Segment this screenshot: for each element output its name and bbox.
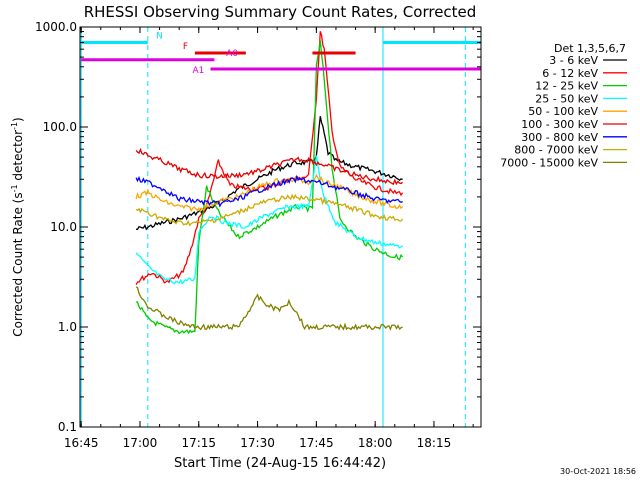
series-line xyxy=(136,116,403,231)
x-tick-label: 18:15 xyxy=(417,436,452,450)
series-line xyxy=(135,147,403,186)
y-tick-label: 1.0 xyxy=(58,320,77,334)
legend-label: 6 - 12 keV xyxy=(542,67,598,80)
legend-label: 300 - 800 keV xyxy=(521,131,598,144)
series-line xyxy=(135,193,404,227)
x-tick-label: 16:45 xyxy=(64,436,99,450)
data-series xyxy=(135,31,404,335)
x-tick-label: 17:45 xyxy=(299,436,334,450)
state-bar-label: F xyxy=(183,42,188,52)
y-tick-label: 1000.0 xyxy=(35,20,77,34)
legend-title: Det 1,3,5,6,7 xyxy=(554,42,626,55)
chart-title: RHESSI Observing Summary Count Rates, Co… xyxy=(84,3,477,21)
axis-ticks: 16:45 17:00 17:15 17:30 17:45 18:00 18:15 0.1 1.… xyxy=(35,20,481,450)
series-line xyxy=(135,286,403,331)
x-tick-label: 18:00 xyxy=(358,436,393,450)
x-axis-label: Start Time (24-Aug-15 16:44:42) xyxy=(174,456,386,471)
series-line xyxy=(135,155,403,285)
legend-label: 100 - 300 keV xyxy=(521,118,598,131)
state-bar-label: A1 xyxy=(193,66,205,76)
state-bar-label: N xyxy=(156,31,163,41)
timestamp: 30-Oct-2021 18:56 xyxy=(560,467,636,476)
y-tick-label: 0.1 xyxy=(58,420,77,434)
legend-label: 800 - 7000 keV xyxy=(514,144,598,157)
legend-label: 25 - 50 keV xyxy=(535,92,598,105)
x-tick-label: 17:30 xyxy=(240,436,275,450)
y-axis-label: Corrected Count Rate (s-1 detector-1) xyxy=(10,117,25,336)
legend-label: 3 - 6 keV xyxy=(549,54,598,67)
series-line xyxy=(135,173,404,213)
x-tick-label: 17:15 xyxy=(181,436,216,450)
legend-label: 12 - 25 keV xyxy=(535,80,598,93)
series-line xyxy=(135,31,404,286)
y-tick-label: 100.0 xyxy=(43,120,77,134)
series-line xyxy=(135,174,403,208)
plot-area: N F A0 A1 16:45 17:00 17:15 17:30 17:45 18:00 18:… xyxy=(35,20,482,450)
x-tick-label: 17:00 xyxy=(123,436,158,450)
legend-label: 7000 - 15000 keV xyxy=(500,156,598,169)
state-bar-label: A0 xyxy=(226,49,238,59)
legend-label: 50 - 100 keV xyxy=(528,105,598,118)
y-tick-label: 10.0 xyxy=(50,220,77,234)
state-bars: N F A0 A1 xyxy=(81,31,481,76)
